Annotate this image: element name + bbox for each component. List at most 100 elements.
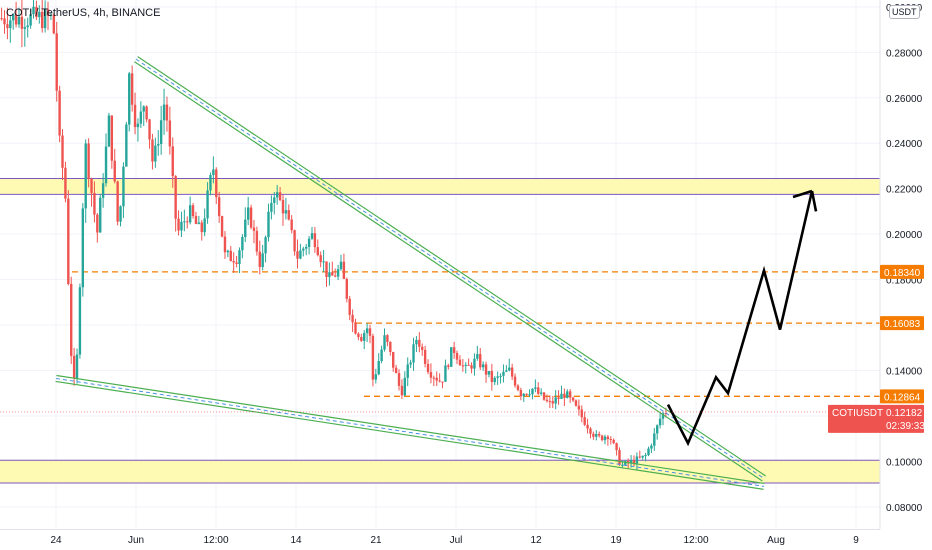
candle-body [363,333,366,341]
candle-body [360,337,363,341]
lower-trendline-edge [56,374,765,485]
candle-body [252,227,256,231]
candle-body [287,210,290,220]
candle-body [481,364,485,368]
candle-body [519,389,523,397]
candle-body [232,261,235,263]
candle-body [392,351,395,368]
candle-body [281,200,285,214]
candle-body [470,365,473,369]
candle-body [87,143,90,179]
level-price-label: 0.18340 [884,268,921,279]
candle-body [93,192,96,215]
candle-body [345,278,349,299]
candle-body [583,417,586,425]
y-tick-label: 0.22000 [886,185,923,196]
candle-body [539,392,543,394]
y-tick-label: 0.26000 [886,94,923,105]
candle-body [119,206,122,222]
candle-body [302,248,305,251]
candle-body [3,18,6,25]
candle-body [313,233,317,248]
candle-body [452,347,456,353]
candle-body [641,455,644,458]
candle-body [191,205,195,216]
projection-line [666,190,814,447]
candle-body [473,358,476,369]
lower-trendline-center [55,377,765,487]
candle-body [339,261,343,270]
candle-body [154,145,157,162]
candle-body [104,146,108,184]
candle-body [537,387,540,394]
y-tick-label: 0.18000 [886,276,923,287]
candle-body [580,409,583,418]
candle-body [171,146,174,177]
candle-body [128,73,131,125]
candle-body [32,6,35,15]
candle-body [52,14,56,34]
candle-body [577,405,581,410]
candle-body [409,362,412,365]
candle-body [35,6,38,18]
candle-body [249,207,253,228]
candle-body [290,219,293,231]
currency-button[interactable]: USDT [889,5,920,19]
candle-body [43,9,47,29]
candle-body [23,27,27,29]
upper-trendline-edge [137,56,766,477]
candle-body [41,11,44,29]
candle-body [38,11,41,18]
candle-body [46,9,50,16]
y-tick-label: 0.20000 [886,230,923,241]
candle-body [58,90,61,136]
candle-body [490,371,494,383]
candle-body [450,347,453,367]
candle-body [113,160,116,182]
candle-body [531,388,534,395]
level-price-tag [880,389,924,404]
x-tick-label: 21 [370,535,382,546]
candle-body [508,367,511,371]
candle-body [447,365,450,367]
candle-body [592,433,595,437]
candle-body [278,192,282,201]
candle-body [415,339,418,345]
x-tick-label: 12 [530,535,542,546]
candle-body [621,464,624,466]
candle-body [586,424,589,429]
candle-body [96,214,99,233]
candle-body [200,222,203,233]
candle-body [368,328,372,336]
current-price-label: 0.12182 [886,408,923,419]
y-tick-label: 0.28000 [886,48,923,59]
candle-body [229,250,232,262]
candle-body [432,377,436,379]
candle-body [421,346,424,350]
candle-body [17,16,21,25]
candle-body [455,352,459,360]
candle-body [461,365,465,367]
candle-body [496,376,499,378]
candle-body [522,393,525,397]
zone-rect [0,460,880,483]
candle-body [534,387,537,389]
candle-body [632,460,636,465]
candle-body [412,344,415,363]
candle-body [560,393,563,399]
x-tick-label: 14 [290,535,302,546]
candle-body [270,202,273,212]
candle-body [629,460,633,464]
x-tick-label: 24 [50,535,62,546]
candle-body [61,135,64,168]
candle-body [374,374,378,380]
candle-body [510,367,514,377]
candle-body [603,436,607,441]
candle-body [209,175,212,191]
candle-body [644,455,647,457]
candle-body [255,230,259,252]
candle-body [650,445,653,449]
candle-body [568,391,572,398]
